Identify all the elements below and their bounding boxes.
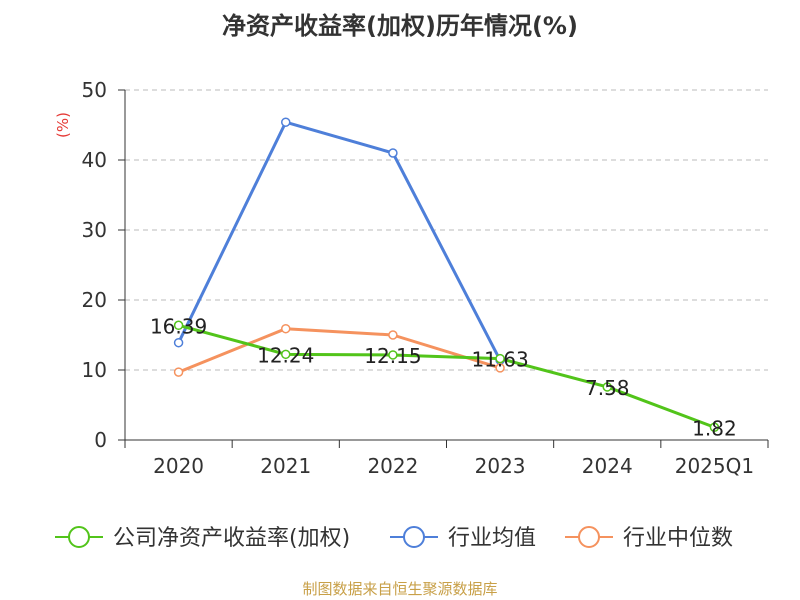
y-tick-label: 0	[94, 428, 107, 452]
legend-marker-0	[68, 526, 90, 548]
series-layer	[173, 117, 720, 433]
legend-marker-2	[578, 526, 600, 548]
series-point-0	[281, 349, 291, 360]
series-point-2	[388, 330, 398, 340]
data-label: 12.24	[257, 343, 314, 367]
series-line-1	[177, 120, 502, 361]
x-tick-label: 2025Q1	[675, 454, 754, 478]
legend-layer: 公司净资产收益率(加权) 行业均值 行业中位数	[55, 526, 733, 551]
y-tick-label: 10	[82, 358, 107, 382]
data-label: 11.63	[471, 348, 528, 372]
label-layer: 16.39 12.24 12.15 11.63 7.58 1.82	[150, 314, 737, 440]
chart-title: 净资产收益率(加权)历年情况(%)	[222, 12, 578, 40]
data-label: 1.82	[692, 416, 737, 440]
series-point-2	[173, 367, 184, 377]
legend-label-1: 行业均值	[448, 526, 536, 551]
x-tick-label: 2021	[260, 454, 311, 478]
y-tick-label: 20	[82, 288, 107, 312]
y-tick-label: 50	[82, 78, 107, 102]
x-tick-label: 2024	[582, 454, 633, 478]
x-tick-label: 2022	[367, 454, 418, 478]
source-note: 制图数据来自恒生聚源数据库	[302, 580, 498, 598]
data-label: 16.39	[150, 314, 207, 338]
data-label: 7.58	[585, 376, 630, 400]
grid-layer	[125, 89, 768, 371]
legend-marker-1	[403, 526, 425, 548]
x-tick-label: 2020	[153, 454, 204, 478]
series-point-0	[602, 382, 612, 392]
series-point-0	[709, 422, 720, 433]
y-axis-label: (%)	[54, 112, 72, 138]
legend-label-2: 行业中位数	[623, 526, 733, 551]
y-tick-label: 30	[82, 218, 107, 242]
axis-layer: 0 10 20 30 40 50 2020 2021 2022 2023 2024 2025Q1 (%)	[54, 78, 769, 478]
series-line-0	[178, 323, 715, 429]
legend-label-0: 公司净资产收益率(加权)	[113, 526, 350, 551]
series-point-2	[281, 323, 291, 334]
x-tick-label: 2023	[475, 454, 526, 478]
series-point-1	[173, 337, 184, 348]
series-point-1	[281, 117, 291, 127]
series-point-1	[388, 148, 398, 158]
series-point-2	[495, 363, 505, 373]
series-point-0	[388, 350, 398, 360]
data-label: 12.15	[364, 344, 421, 368]
series-point-0	[495, 353, 505, 364]
series-line-2	[178, 327, 501, 374]
y-tick-label: 40	[82, 148, 107, 172]
series-point-0	[173, 320, 184, 331]
